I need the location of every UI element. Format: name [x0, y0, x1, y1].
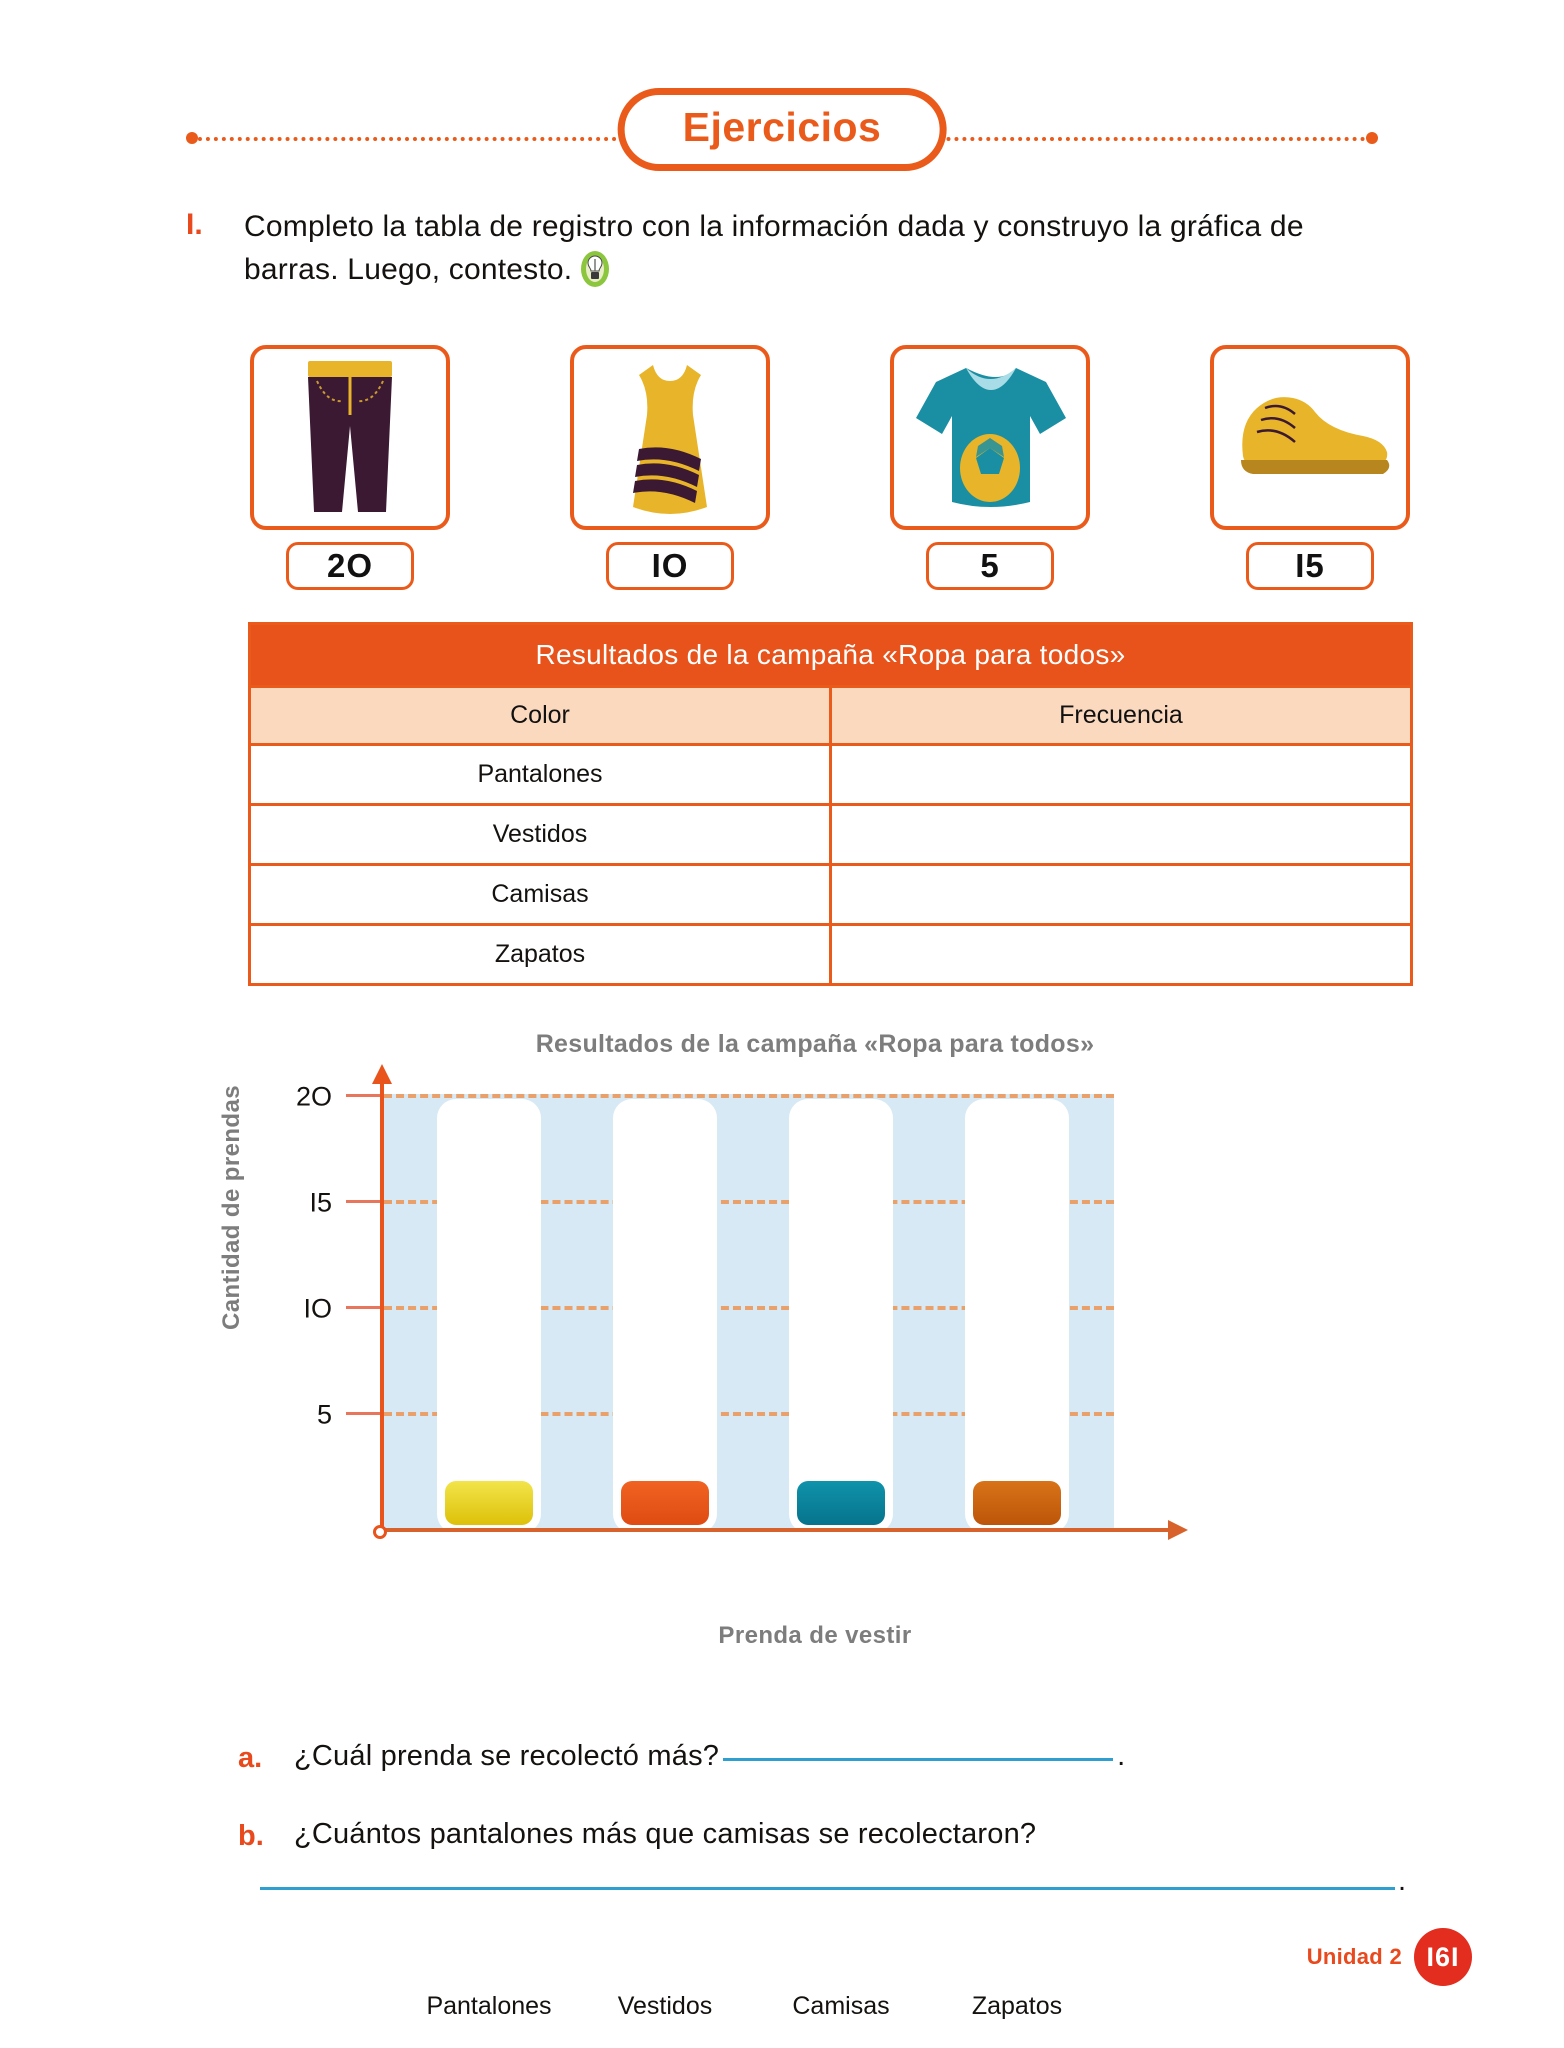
chart-title: Resultados de la campaña «Ropa para todo…: [535, 1030, 1095, 1058]
x-tick-label: Camisas: [792, 1992, 890, 2020]
table-row: Vestidos: [248, 803, 1413, 866]
garment-count-badge: 2O: [286, 542, 414, 590]
table-header-frecuencia: Frecuencia: [829, 685, 1413, 746]
questions-block: a. ¿Cuál prenda se recolectó más?. b. ¿C…: [238, 1740, 1406, 1945]
table-cell-frequency-input[interactable]: [829, 743, 1413, 806]
garment-image-box: [890, 345, 1090, 530]
bar-base-zapatos: [973, 1481, 1061, 1525]
garment-count-badge: 5: [926, 542, 1054, 590]
chart-origin-dot: [373, 1525, 387, 1539]
gridline-5: [384, 1412, 1114, 1416]
question-text: ¿Cuántos pantalones más que camisas se r…: [294, 1818, 1037, 1850]
table-cell-label: Camisas: [248, 863, 832, 926]
exercise-instruction: Completo la tabla de registro con la inf…: [244, 206, 1386, 300]
chart-x-axis: [380, 1520, 1188, 1540]
y-tick-label: IO: [303, 1293, 332, 1324]
x-tick-label: Vestidos: [617, 1992, 713, 2020]
answer-line-a[interactable]: [723, 1758, 1114, 1761]
frequency-table: Resultados de la campaña «Ropa para todo…: [248, 622, 1413, 986]
table-cell-label: Pantalones: [248, 743, 832, 806]
garment-image-box: [570, 345, 770, 530]
question-text-row: ¿Cuántos pantalones más que camisas se r…: [294, 1818, 1398, 1851]
garment-card-zapatos: I5: [1210, 345, 1410, 590]
bar-chart: Resultados de la campaña «Ropa para todo…: [218, 1030, 1390, 2020]
table-cell-label: Zapatos: [248, 923, 832, 986]
x-tick-label: Zapatos: [971, 1992, 1063, 2020]
table-row: Camisas: [248, 863, 1413, 926]
y-tick-5: 5: [317, 1400, 380, 1430]
question-text-row: ¿Cuál prenda se recolectó más?.: [294, 1740, 1398, 1773]
exercise-instruction-text: Completo la tabla de registro con la inf…: [244, 210, 1304, 286]
table-header-row: Color Frecuencia: [248, 685, 1413, 746]
y-tick-10: IO: [303, 1294, 380, 1324]
exercise-statement-block: I. Completo la tabla de registro con la …: [186, 206, 1386, 300]
garment-image-box: [250, 345, 450, 530]
garment-card-vestidos: IO: [570, 345, 770, 590]
table-row: Zapatos: [248, 923, 1413, 986]
header-rule-dot-left: [186, 132, 198, 144]
garment-count-badge: I5: [1246, 542, 1374, 590]
page-header-band: Ejercicios: [0, 88, 1564, 171]
garment-image-box: [1210, 345, 1410, 530]
chart-x-axis-label: Prenda de vestir: [718, 1622, 912, 1649]
shoe-icon: [1225, 380, 1395, 495]
y-tick-label: I5: [309, 1187, 332, 1218]
table-cell-frequency-input[interactable]: [829, 923, 1413, 986]
table-cell-frequency-input[interactable]: [829, 863, 1413, 926]
question-period: .: [1398, 1865, 1407, 1897]
question-text: ¿Cuál prenda se recolectó más?: [294, 1740, 720, 1772]
tshirt-icon: [908, 360, 1073, 515]
y-tick-20: 2O: [296, 1082, 380, 1112]
page-footer: Unidad 2 I6I: [1307, 1928, 1472, 1986]
gridline-10: [384, 1306, 1114, 1310]
question-letter: a.: [238, 1742, 263, 1774]
chart-y-axis: [372, 1064, 392, 1532]
exercises-banner-title: Ejercicios: [617, 88, 947, 171]
chart-y-axis-label: Cantidad de prendas: [218, 1085, 245, 1330]
bar-base-pantalones: [445, 1481, 533, 1525]
question-period: .: [1117, 1740, 1126, 1772]
dress-icon: [605, 353, 735, 523]
answer-line-b-row: .: [238, 1851, 1406, 1907]
garment-card-pantalones: 2O: [250, 345, 450, 590]
table-header-color: Color: [248, 685, 832, 746]
lightbulb-icon: [580, 250, 610, 301]
garment-count-badge: IO: [606, 542, 734, 590]
garment-card-camisas: 5: [890, 345, 1090, 590]
gridline-15: [384, 1200, 1114, 1204]
answer-line-b[interactable]: [260, 1887, 1395, 1890]
table-row: Pantalones: [248, 743, 1413, 806]
y-tick-label: 5: [316, 1399, 332, 1430]
bar-base-vestidos: [621, 1481, 709, 1525]
header-rule-dot-right: [1366, 132, 1378, 144]
table-title-row: Resultados de la campaña «Ropa para todo…: [248, 622, 1413, 688]
garment-cards-row: 2O IO: [240, 345, 1410, 590]
y-axis-arrow-icon: [372, 1064, 392, 1084]
chart-plot-area: 2O I5 IO 5 Pantalones Vestidos Camis: [296, 1064, 1188, 2020]
bar-base-camisas: [797, 1481, 885, 1525]
question-letter: b.: [238, 1820, 264, 1852]
x-tick-label: Pantalones: [426, 1992, 552, 2020]
bar-track: [794, 1104, 888, 1528]
y-tick-15: I5: [309, 1188, 380, 1218]
question-a: a. ¿Cuál prenda se recolectó más?.: [238, 1740, 1398, 1780]
table-cell-label: Vestidos: [248, 803, 832, 866]
question-b: b. ¿Cuántos pantalones más que camisas s…: [238, 1818, 1406, 1907]
footer-unit-label: Unidad 2: [1306, 1944, 1402, 1969]
gridline-20: [384, 1094, 1114, 1098]
footer-page-number: I6I: [1414, 1928, 1472, 1986]
bar-track: [442, 1104, 536, 1528]
bar-track: [970, 1104, 1064, 1528]
y-tick-label: 2O: [295, 1081, 332, 1112]
exercise-number: I.: [186, 208, 203, 241]
x-axis-arrow-icon: [1168, 1520, 1188, 1540]
bar-track: [618, 1104, 712, 1528]
table-title: Resultados de la campaña «Ropa para todo…: [248, 622, 1413, 688]
table-cell-frequency-input[interactable]: [829, 803, 1413, 866]
pants-icon: [275, 353, 425, 523]
